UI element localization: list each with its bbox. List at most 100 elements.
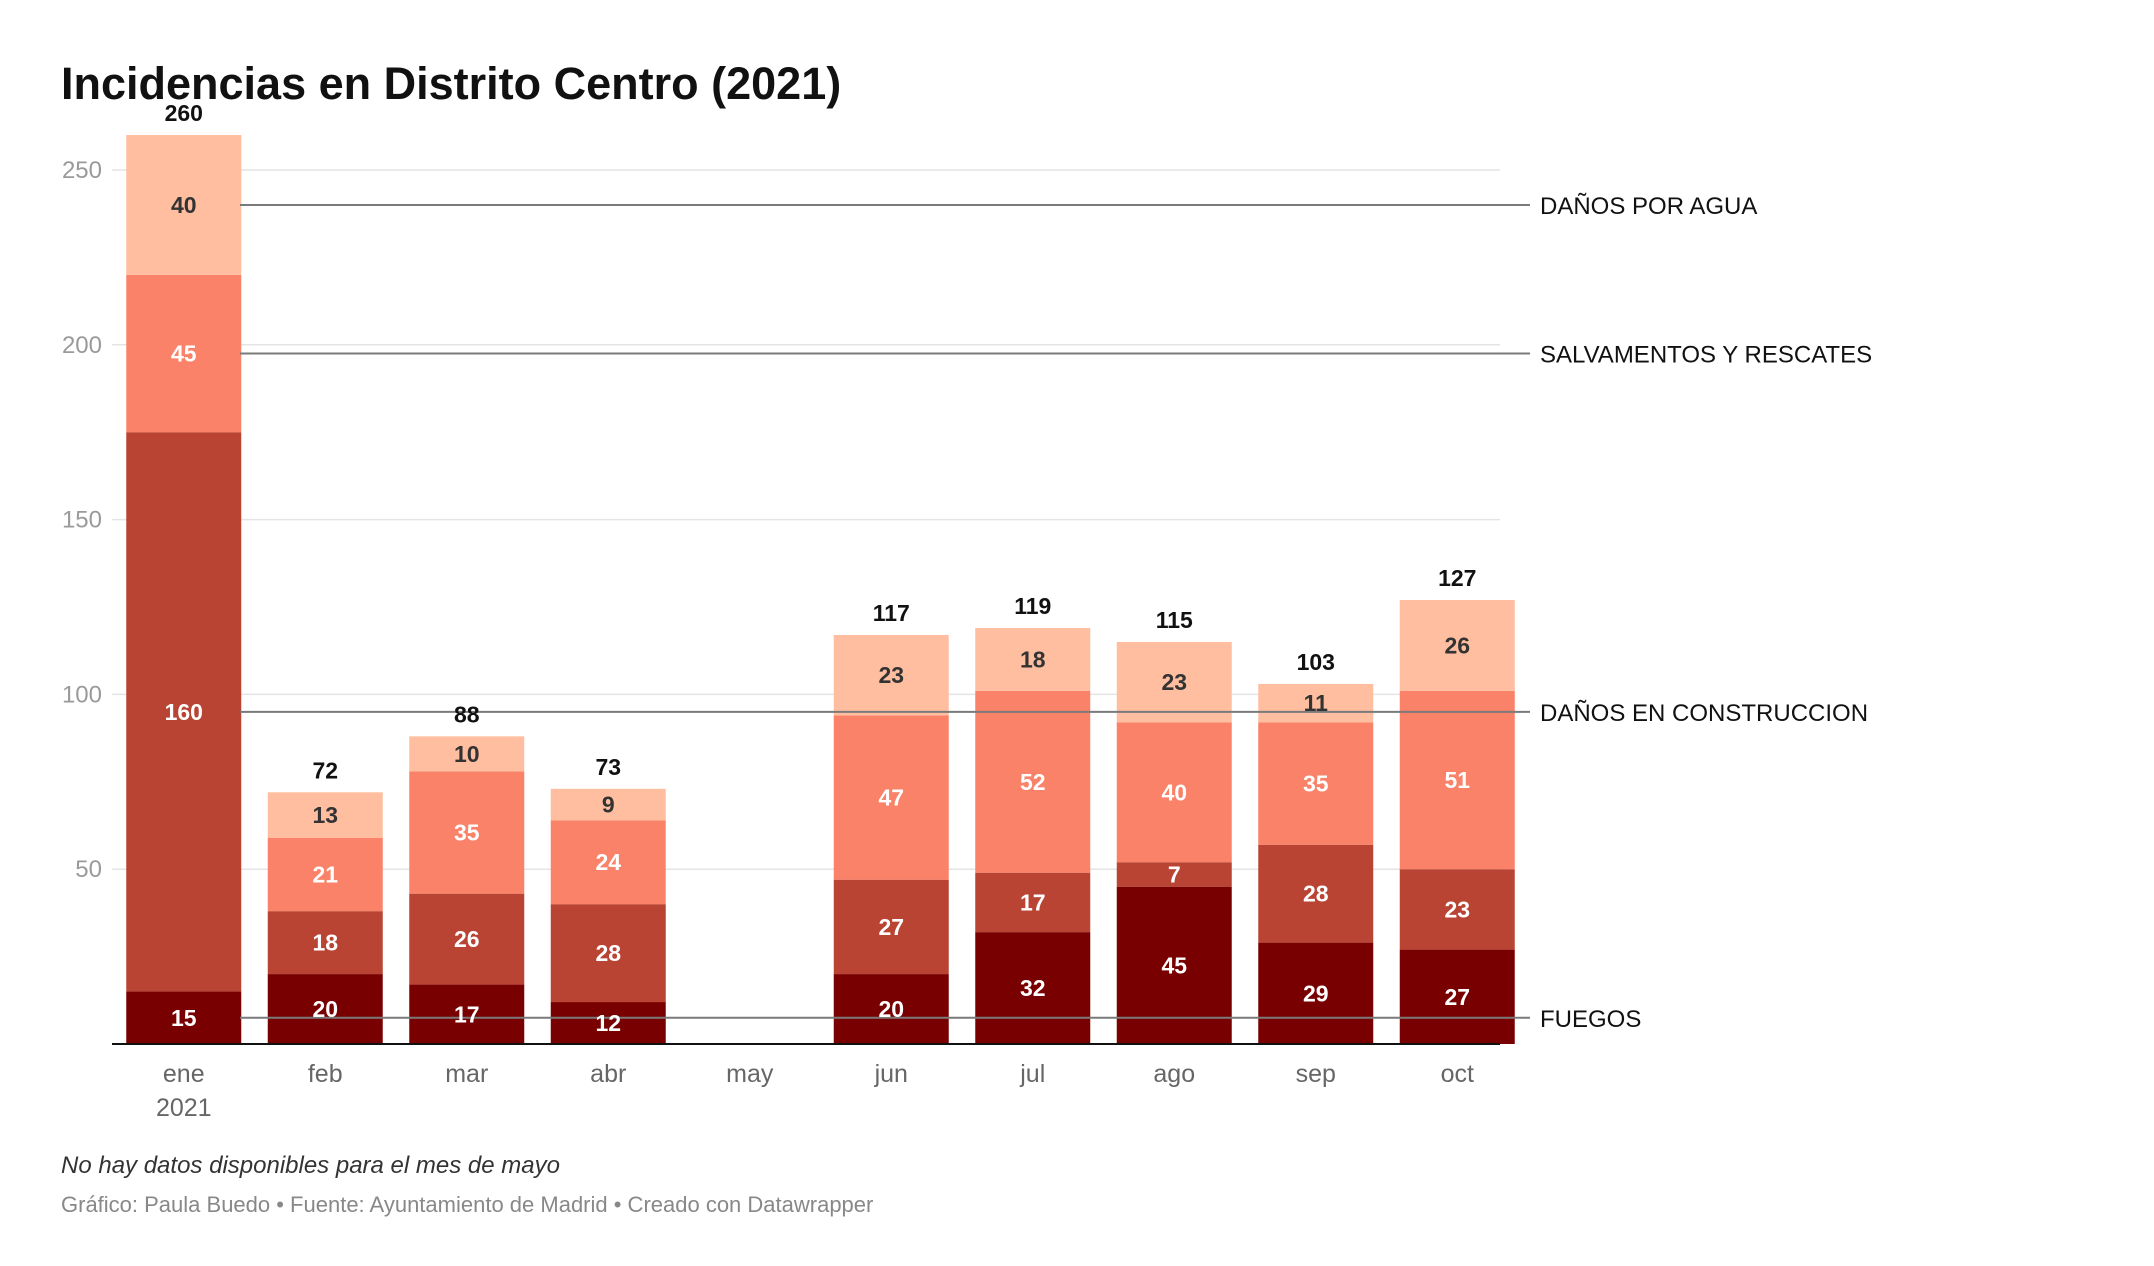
- total-value-label: 88: [454, 701, 480, 727]
- bar-segment: [975, 627, 1091, 691]
- legend-label: SALVAMENTOS Y RESCATES: [1540, 342, 1872, 369]
- bar-segment: [833, 715, 949, 880]
- bars: [126, 135, 1515, 1044]
- bar-segment: [126, 432, 242, 992]
- segment-value-label: 40: [1161, 779, 1187, 805]
- bar-segment: [1116, 722, 1232, 863]
- segment-value-label: 20: [312, 996, 338, 1022]
- segment-value-label: 9: [602, 792, 615, 818]
- bar-segment: [267, 974, 383, 1044]
- y-tick-label: 250: [62, 157, 102, 184]
- bar-segment: [1399, 949, 1515, 1044]
- segment-value-label: 10: [454, 741, 480, 767]
- x-tick-sublabel: 2021: [156, 1094, 212, 1122]
- labels: 15 160 45 40 260 20 18 21 13 72 17 26 35 10 88 12 28 24 9 7…: [165, 100, 1477, 1036]
- segment-value-label: 26: [454, 926, 480, 952]
- footnote: No hay datos disponibles para el mes de …: [61, 1152, 560, 1179]
- bar-segment: [409, 893, 525, 985]
- bar-segment: [1399, 690, 1515, 870]
- legend-label: FUEGOS: [1540, 1006, 1641, 1033]
- segment-value-label: 45: [171, 341, 197, 367]
- bar-segment: [267, 837, 383, 912]
- bar-segment: [1116, 862, 1232, 887]
- legend: FUEGOS DAÑOS EN CONSTRUCCION SALVAMENTOS Y…: [240, 193, 1872, 1033]
- bar-segment: [833, 974, 949, 1044]
- bar-segment: [126, 274, 242, 433]
- bar-segment: [126, 135, 242, 275]
- chart-title: Incidencias en Distrito Centro (2021): [61, 58, 842, 109]
- segment-value-label: 45: [1161, 952, 1187, 978]
- total-value-label: 117: [873, 600, 910, 626]
- x-tick-label: sep: [1296, 1060, 1336, 1088]
- x-tick-label: mar: [445, 1060, 488, 1088]
- bar-segment: [550, 904, 666, 1003]
- bar-segment: [126, 991, 242, 1044]
- segment-value-label: 24: [595, 849, 621, 875]
- segment-value-label: 17: [454, 1001, 480, 1027]
- segment-value-label: 11: [1304, 690, 1329, 716]
- bar-segment: [833, 634, 949, 716]
- x-tick-label: may: [726, 1060, 774, 1088]
- segment-value-label: 27: [1444, 984, 1470, 1010]
- legend-label: DAÑOS EN CONSTRUCCION: [1540, 700, 1868, 727]
- total-value-label: 73: [595, 754, 621, 780]
- segment-value-label: 32: [1020, 975, 1046, 1001]
- segment-value-label: 160: [165, 699, 203, 725]
- total-value-label: 127: [1438, 565, 1476, 591]
- segment-value-label: 27: [878, 914, 904, 940]
- segment-value-label: 35: [1303, 771, 1329, 797]
- x-tick-label: ago: [1153, 1060, 1195, 1088]
- bar-segment: [1258, 942, 1374, 1044]
- bar-segment: [550, 820, 666, 905]
- bar-segment: [1258, 683, 1374, 723]
- bar-segment: [975, 872, 1091, 933]
- legend-label: DAÑOS POR AGUA: [1540, 193, 1757, 220]
- x-tick-label: ene: [163, 1060, 205, 1088]
- segment-value-label: 18: [1020, 646, 1046, 672]
- segment-value-label: 28: [595, 940, 621, 966]
- x-tick-label: jun: [874, 1060, 908, 1088]
- bar-segment: [1399, 600, 1515, 691]
- segment-value-label: 13: [312, 802, 338, 828]
- segment-value-label: 35: [454, 819, 480, 845]
- y-tick-label: 200: [62, 332, 102, 359]
- bar-segment: [267, 911, 383, 975]
- segment-value-label: 12: [595, 1010, 621, 1036]
- bar-segment: [1258, 844, 1374, 943]
- segment-value-label: 51: [1444, 767, 1470, 793]
- x-tick-label: oct: [1441, 1060, 1474, 1088]
- segment-value-label: 29: [1303, 980, 1329, 1006]
- segment-value-label: 26: [1444, 632, 1470, 658]
- segment-value-label: 52: [1020, 769, 1046, 795]
- x-tick-label: jul: [1019, 1060, 1045, 1088]
- total-value-label: 72: [312, 757, 338, 783]
- x-tick-label: abr: [590, 1060, 626, 1088]
- segment-value-label: 40: [171, 192, 197, 218]
- bar-segment: [409, 984, 525, 1044]
- y-tick-label: 100: [62, 681, 102, 708]
- bar-segment: [833, 879, 949, 975]
- bar-segment: [1399, 869, 1515, 950]
- segment-value-label: 23: [1444, 896, 1470, 922]
- x-tick-label: feb: [308, 1060, 343, 1088]
- segment-value-label: 28: [1303, 881, 1329, 907]
- segment-value-label: 7: [1168, 861, 1181, 887]
- bar-segment: [975, 690, 1091, 873]
- segment-value-label: 21: [312, 861, 338, 887]
- total-value-label: 115: [1156, 607, 1193, 633]
- total-value-label: 260: [165, 100, 203, 126]
- segment-value-label: 18: [312, 930, 338, 956]
- total-value-label: 119: [1014, 593, 1051, 619]
- bar-segment: [550, 788, 666, 821]
- y-tick-label: 150: [62, 507, 102, 534]
- bar-segment: [1258, 722, 1374, 845]
- segment-value-label: 20: [878, 996, 904, 1022]
- bar-segment: [409, 736, 525, 772]
- bar-segment: [1116, 641, 1232, 723]
- segment-value-label: 17: [1020, 889, 1046, 915]
- segment-value-label: 23: [878, 662, 904, 688]
- bar-segment: [550, 1002, 666, 1044]
- segment-value-label: 15: [171, 1005, 197, 1031]
